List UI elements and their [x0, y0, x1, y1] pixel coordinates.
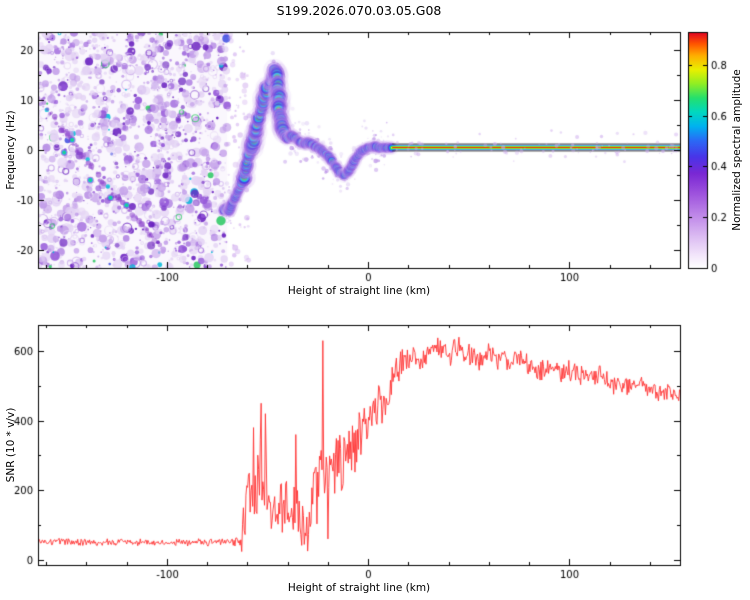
- top-xaxis-label: Height of straight line (km): [287, 285, 431, 297]
- bottom-xaxis-label: Height of straight line (km): [287, 582, 431, 594]
- bottom-yaxis-label: SNR (10 * v/v): [5, 407, 17, 483]
- top-yaxis-label: Frequency (Hz): [5, 110, 17, 190]
- figure-title: S199.2026.070.03.05.G08: [276, 3, 442, 18]
- colorbar-label: Normalized spectral amplitude: [731, 69, 743, 231]
